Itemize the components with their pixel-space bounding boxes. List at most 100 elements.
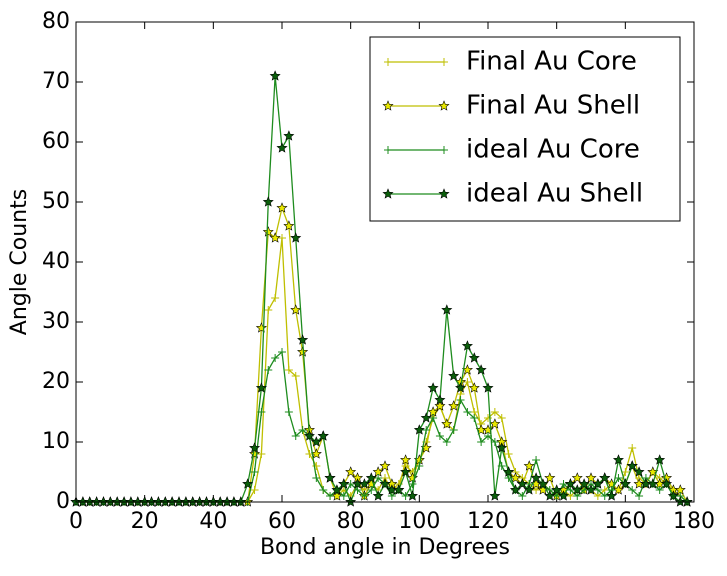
x-tick-label: 0 bbox=[69, 509, 83, 534]
series-marker bbox=[255, 382, 267, 393]
series-marker bbox=[387, 492, 396, 500]
series-marker bbox=[283, 220, 295, 231]
series-marker bbox=[284, 366, 293, 374]
x-tick-label: 80 bbox=[337, 509, 365, 534]
series-marker bbox=[346, 480, 355, 488]
series-marker bbox=[496, 442, 508, 453]
series-marker bbox=[621, 468, 630, 476]
series-marker bbox=[580, 486, 589, 494]
series-marker bbox=[532, 456, 541, 464]
series-marker bbox=[415, 462, 424, 470]
series-marker bbox=[345, 466, 357, 477]
series-marker bbox=[463, 378, 472, 386]
series-marker bbox=[599, 472, 611, 483]
y-tick-label: 60 bbox=[42, 129, 70, 154]
series-marker bbox=[276, 202, 288, 213]
series-marker bbox=[516, 478, 528, 489]
legend-marker bbox=[382, 188, 394, 199]
series-marker bbox=[503, 466, 515, 477]
series-marker bbox=[573, 492, 582, 500]
series-marker bbox=[490, 408, 499, 416]
series-marker bbox=[475, 364, 487, 375]
series-marker bbox=[484, 414, 492, 422]
y-tick-label: 50 bbox=[42, 189, 70, 214]
series-marker bbox=[297, 334, 309, 345]
series-marker bbox=[331, 490, 343, 501]
legend-marker bbox=[384, 58, 392, 66]
series-marker bbox=[626, 460, 638, 471]
series-marker bbox=[264, 306, 273, 314]
series-marker bbox=[661, 478, 673, 489]
series-marker bbox=[455, 382, 467, 393]
y-tick-label: 40 bbox=[42, 249, 70, 274]
x-tick-label: 40 bbox=[199, 509, 227, 534]
series-marker bbox=[278, 348, 286, 356]
series-marker bbox=[647, 478, 659, 489]
series-marker bbox=[461, 340, 473, 351]
x-tick-label: 160 bbox=[604, 509, 646, 534]
series-marker bbox=[463, 408, 472, 416]
plot-frame bbox=[75, 21, 695, 503]
series-marker bbox=[408, 480, 417, 488]
series-marker bbox=[552, 492, 561, 500]
series-marker bbox=[367, 486, 376, 494]
series-marker bbox=[448, 370, 460, 381]
series-marker bbox=[242, 478, 254, 489]
y-tick-label: 10 bbox=[42, 429, 70, 454]
series-marker bbox=[449, 426, 458, 434]
x-tick-label: 140 bbox=[536, 509, 578, 534]
series-marker bbox=[374, 474, 383, 482]
series-marker bbox=[262, 196, 274, 207]
series-marker bbox=[290, 232, 302, 243]
series-marker bbox=[338, 478, 350, 489]
series-marker bbox=[255, 322, 267, 333]
series-line bbox=[76, 350, 688, 503]
series-marker bbox=[271, 294, 280, 302]
series-marker bbox=[523, 484, 535, 495]
series-marker bbox=[635, 492, 644, 500]
legend-marker bbox=[384, 146, 392, 154]
x-tick-label: 60 bbox=[268, 509, 296, 534]
series-marker bbox=[269, 232, 281, 243]
legend-marker bbox=[440, 146, 448, 154]
series-marker bbox=[434, 394, 446, 405]
y-tick-label: 20 bbox=[42, 369, 70, 394]
series-marker bbox=[291, 432, 300, 440]
series-marker bbox=[379, 478, 391, 489]
legend-marker bbox=[438, 188, 450, 199]
series-marker bbox=[324, 472, 336, 483]
x-tick-label: 20 bbox=[131, 509, 159, 534]
series-marker bbox=[339, 492, 348, 500]
series-marker bbox=[406, 490, 418, 501]
series-marker bbox=[532, 486, 541, 494]
series-marker bbox=[393, 484, 405, 495]
series-marker bbox=[612, 454, 624, 465]
series-marker bbox=[504, 450, 513, 458]
x-axis-label: Bond angle in Degrees bbox=[260, 535, 510, 560]
series-marker bbox=[400, 454, 412, 465]
series-marker bbox=[442, 438, 451, 446]
series-marker bbox=[312, 474, 321, 482]
series-marker bbox=[470, 414, 479, 422]
series-marker bbox=[654, 454, 666, 465]
series-marker bbox=[312, 462, 321, 470]
x-tick-label: 120 bbox=[467, 509, 509, 534]
series-marker bbox=[566, 486, 575, 494]
y-tick-label: 0 bbox=[56, 489, 70, 514]
series-marker bbox=[564, 478, 576, 489]
series-marker bbox=[523, 460, 535, 471]
series-marker bbox=[600, 492, 609, 500]
series-marker bbox=[537, 478, 549, 489]
series-marker bbox=[571, 472, 583, 483]
series-marker bbox=[379, 460, 391, 471]
series-marker bbox=[441, 304, 453, 315]
series-marker bbox=[319, 486, 328, 494]
series-marker bbox=[633, 466, 645, 477]
series-marker bbox=[456, 396, 465, 404]
series-line bbox=[76, 205, 688, 503]
series-marker bbox=[518, 492, 527, 500]
series-marker bbox=[317, 430, 329, 441]
series-marker bbox=[326, 492, 335, 500]
series-marker bbox=[435, 432, 444, 440]
series-marker bbox=[422, 426, 431, 434]
